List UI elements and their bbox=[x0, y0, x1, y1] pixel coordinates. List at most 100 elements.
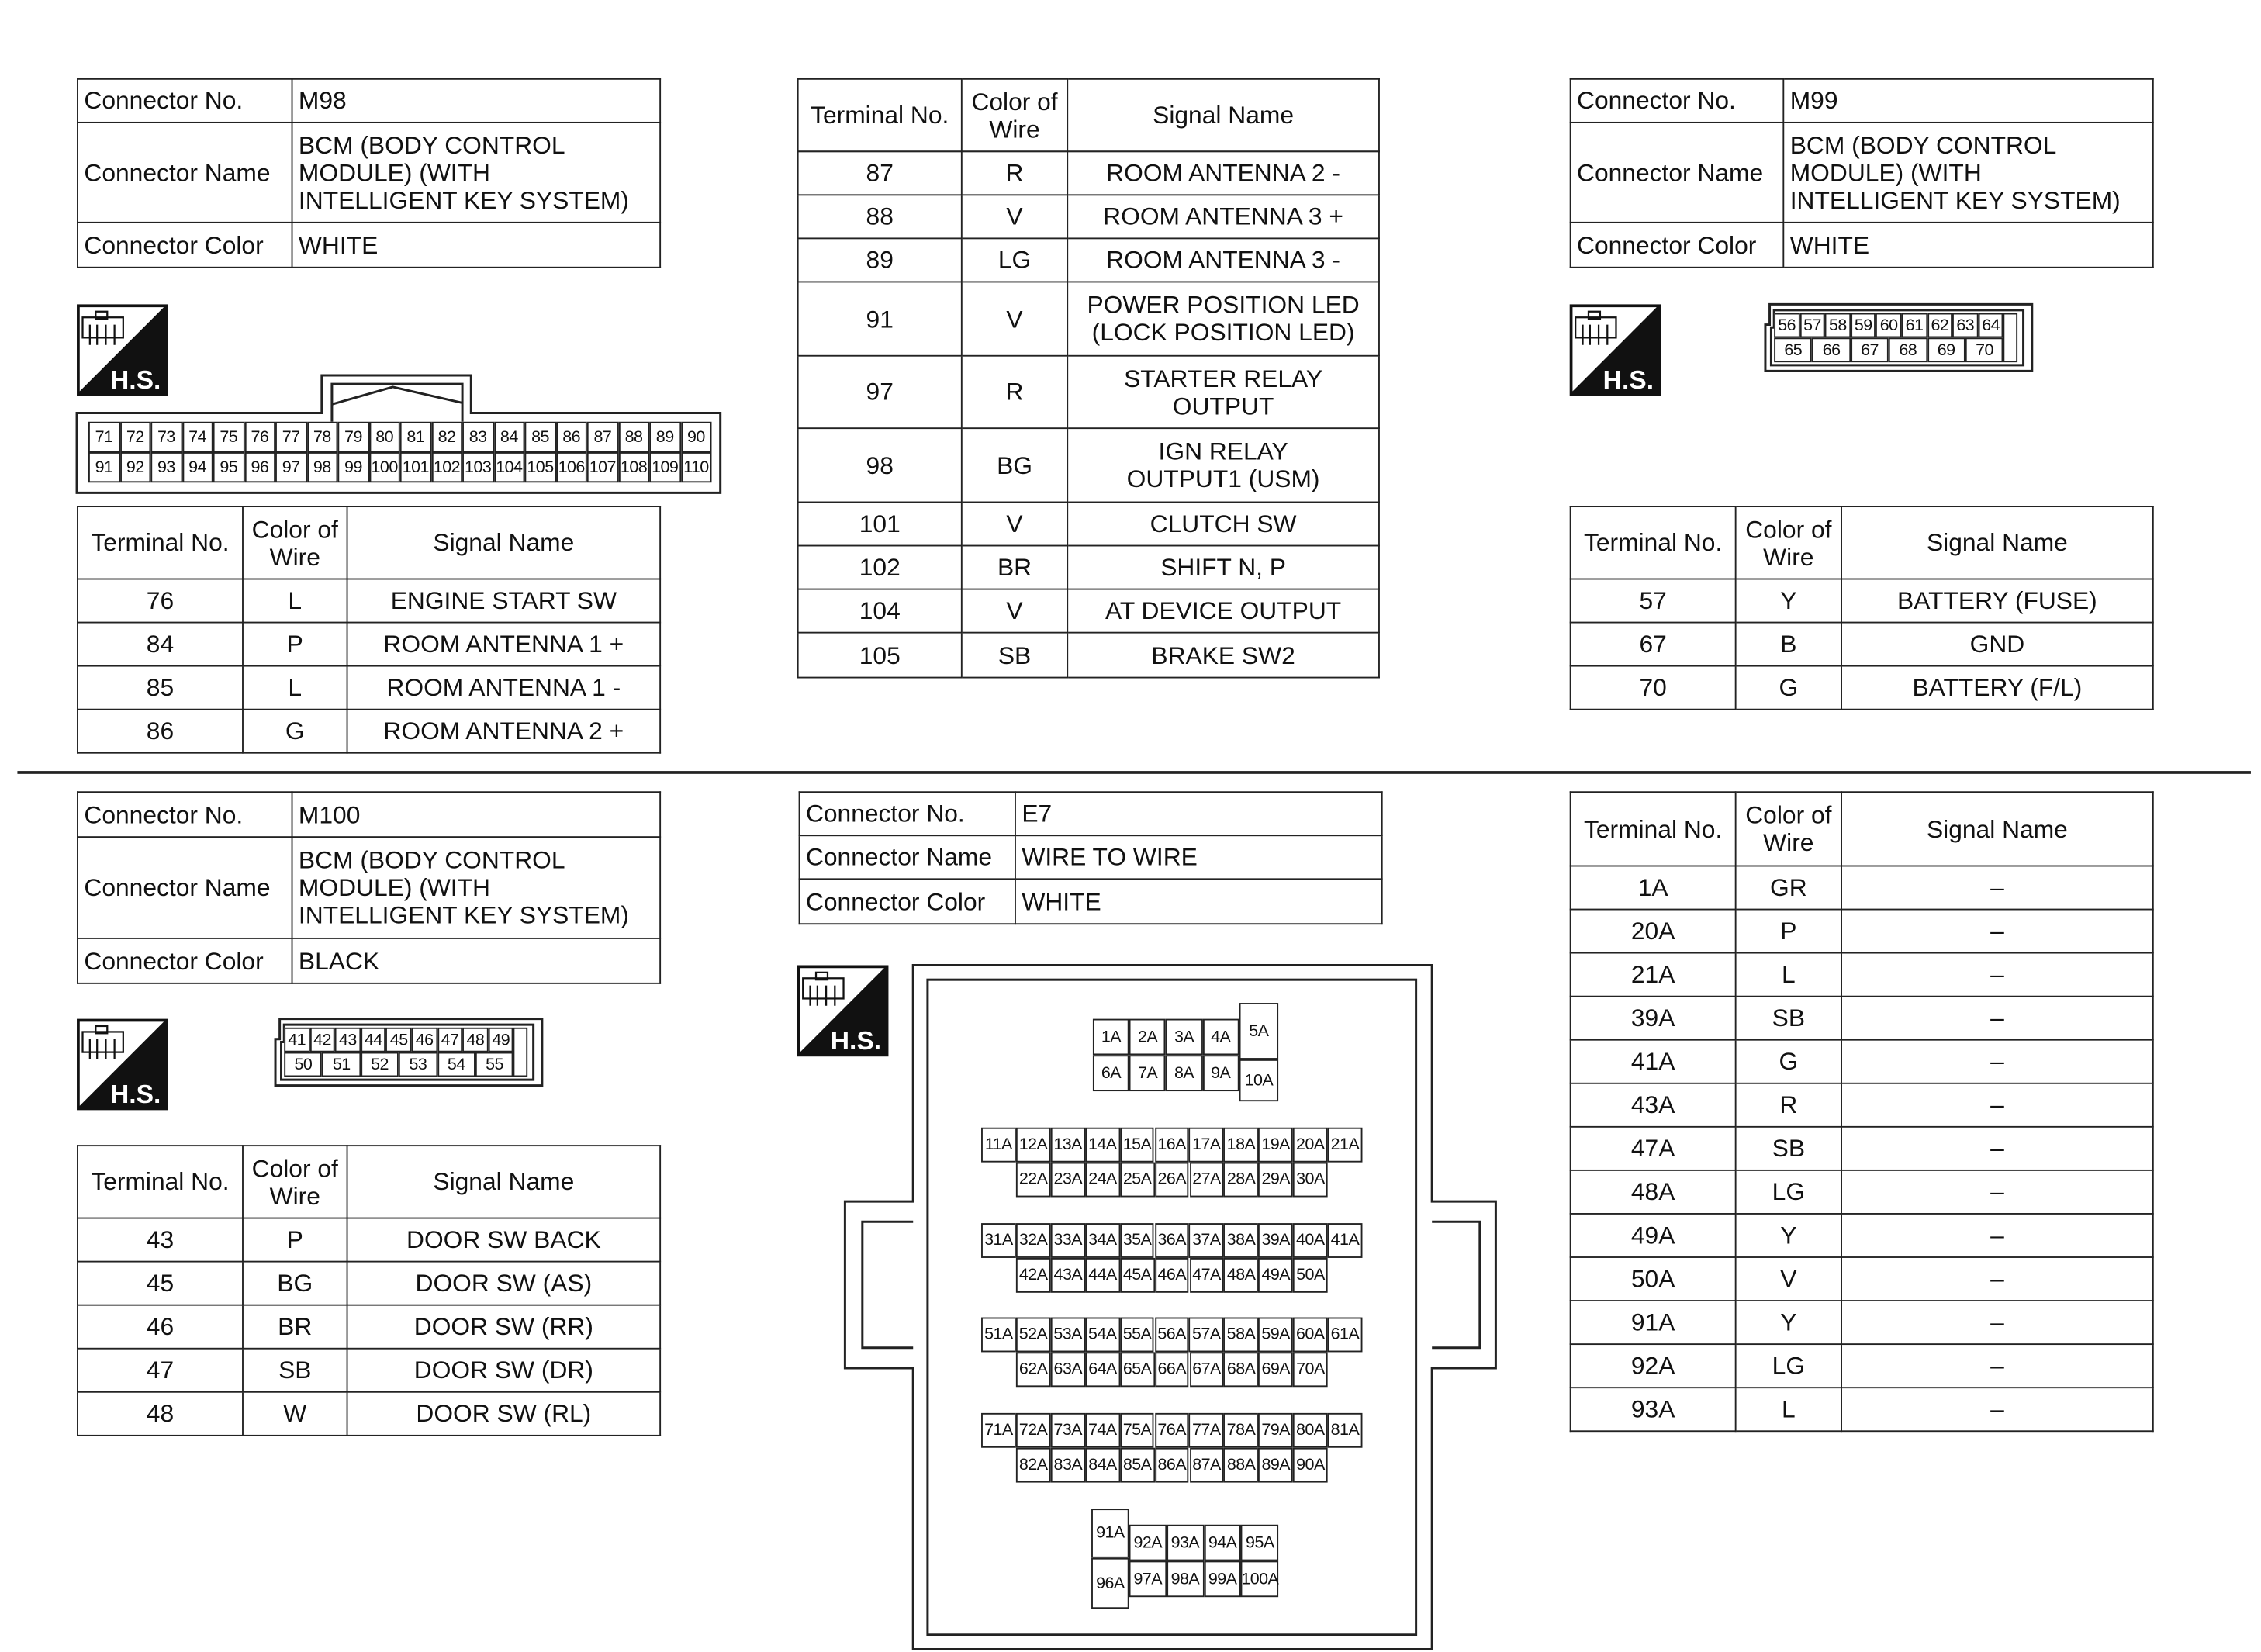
hs-triangle bbox=[1572, 307, 1657, 392]
terminal-pin: 28A bbox=[1223, 1162, 1259, 1198]
terminal-pin: 64A bbox=[1085, 1352, 1120, 1388]
signal-name: GND bbox=[1841, 621, 2154, 667]
terminal-pin: 55 bbox=[475, 1052, 514, 1077]
info-row: Connector Color BLACK bbox=[77, 937, 662, 984]
terminal-no: 84 bbox=[77, 621, 244, 667]
terminal-pin: 75A bbox=[1119, 1412, 1155, 1448]
signal-name: DOOR SW (AS) bbox=[346, 1260, 662, 1306]
info-label: Connector No. bbox=[798, 791, 1016, 837]
table-row: 91A Y – bbox=[1569, 1300, 2154, 1346]
terminal-pin: 44 bbox=[360, 1027, 386, 1052]
glyph-wires bbox=[1582, 324, 1609, 345]
terminal-no: 89 bbox=[797, 237, 963, 283]
glyph-latch bbox=[95, 1025, 109, 1035]
table-row: 50A V – bbox=[1569, 1256, 2154, 1302]
signal-name: – bbox=[1841, 865, 2154, 911]
header-signal-name: Signal Name bbox=[346, 1145, 662, 1219]
terminal-pin: 77A bbox=[1188, 1412, 1224, 1448]
terminal-pin: 47A bbox=[1189, 1257, 1224, 1293]
wire-color: V bbox=[960, 588, 1069, 634]
m98-connector-lock bbox=[330, 382, 464, 422]
table-row: 98 BG IGN RELAY OUTPUT1 (USM) bbox=[797, 427, 1380, 503]
terminal-pin: 110 bbox=[680, 452, 712, 483]
terminal-pin: 74 bbox=[182, 421, 213, 453]
glyph-wires bbox=[88, 324, 116, 345]
info-label: Connector No. bbox=[77, 78, 293, 123]
info-label: Connector No. bbox=[1569, 78, 1785, 123]
terminal-pin: 105 bbox=[524, 452, 556, 483]
m99-terminal-table: Terminal No. Color of Wire Signal Name 57 Y B… bbox=[1569, 506, 2154, 710]
signal-name: ENGINE START SW bbox=[346, 578, 662, 624]
hs-label: H.S. bbox=[1603, 366, 1654, 395]
terminal-pin: 99 bbox=[337, 452, 369, 483]
terminal-pin: 62A bbox=[1015, 1352, 1051, 1388]
terminal-pin: 38A bbox=[1223, 1223, 1259, 1258]
terminal-pin: 36A bbox=[1154, 1223, 1189, 1258]
terminal-no: 92A bbox=[1569, 1343, 1737, 1389]
wire-color: L bbox=[242, 578, 348, 624]
signal-name: – bbox=[1841, 1125, 2154, 1171]
hs-label: H.S. bbox=[831, 1027, 881, 1056]
header-wire-color: Color of Wire bbox=[242, 506, 348, 580]
terminal-pin: 59A bbox=[1258, 1317, 1293, 1353]
terminal-pin: 5A bbox=[1239, 1003, 1279, 1059]
connector-glyph-icon bbox=[802, 971, 845, 1006]
table-row: 101 V CLUTCH SW bbox=[797, 501, 1380, 547]
terminal-pin: 7A bbox=[1129, 1055, 1167, 1092]
info-value: WHITE bbox=[1782, 221, 2154, 268]
m98-info-table: Connector No. M98 Connector Name BCM (BODY … bbox=[77, 78, 662, 268]
terminal-pin: 62 bbox=[1927, 313, 1953, 338]
terminal-pin: 95A bbox=[1241, 1524, 1279, 1561]
terminal-pin: 46 bbox=[411, 1027, 437, 1052]
wire-color: SB bbox=[1734, 1125, 1842, 1171]
header-signal-name: Signal Name bbox=[1841, 506, 2154, 580]
header-signal-name: Signal Name bbox=[1841, 791, 2154, 867]
terminal-pin: 102 bbox=[430, 452, 463, 483]
wire-color: P bbox=[1734, 908, 1842, 954]
table-row: 97 R STARTER RELAY OUTPUT bbox=[797, 354, 1380, 430]
terminal-no: 91 bbox=[797, 281, 963, 357]
terminal-pin: 42A bbox=[1015, 1257, 1051, 1293]
info-row: Connector Color WHITE bbox=[1569, 221, 2154, 268]
terminal-pin: 40A bbox=[1292, 1223, 1328, 1258]
info-row: Connector Color WHITE bbox=[77, 221, 662, 268]
terminal-pin: 67A bbox=[1189, 1352, 1224, 1388]
terminal-pin: 76A bbox=[1154, 1412, 1189, 1448]
terminal-pin: 51 bbox=[322, 1052, 361, 1077]
terminal-pin: 80 bbox=[368, 421, 400, 453]
terminal-pin: 22A bbox=[1015, 1162, 1051, 1198]
wire-color: SB bbox=[1734, 995, 1842, 1041]
terminal-pin: 94 bbox=[182, 452, 213, 483]
terminal-pin: 54 bbox=[437, 1052, 475, 1077]
table-header: Terminal No. Color of Wire Signal Name bbox=[1569, 506, 2154, 580]
terminal-no: 39A bbox=[1569, 995, 1737, 1041]
terminal-no: 97 bbox=[797, 354, 963, 430]
terminal-pin: 103 bbox=[462, 452, 494, 483]
harness-side-icon: H.S. bbox=[77, 1018, 168, 1111]
terminal-pin: 68A bbox=[1223, 1352, 1259, 1388]
terminal-no: 1A bbox=[1569, 865, 1737, 911]
terminal-pin: 91 bbox=[88, 452, 120, 483]
terminal-pin: 61 bbox=[1901, 313, 1927, 338]
connector-glyph-icon bbox=[81, 310, 124, 345]
info-row: Connector Name WIRE TO WIRE bbox=[798, 835, 1383, 880]
terminal-pin: 1A bbox=[1092, 1018, 1129, 1056]
e7-info-table: Connector No. E7 Connector Name WIRE TO WIR… bbox=[798, 791, 1383, 925]
terminal-pin: 72A bbox=[1015, 1412, 1051, 1448]
terminal-pin: 17A bbox=[1188, 1127, 1224, 1163]
table-row: 92A LG – bbox=[1569, 1343, 2154, 1389]
terminal-pin: 26A bbox=[1154, 1162, 1190, 1198]
terminal-pin: 73A bbox=[1050, 1412, 1085, 1448]
terminal-pin bbox=[2003, 313, 2018, 363]
terminal-pin: 109 bbox=[649, 452, 681, 483]
terminal-pin: 82A bbox=[1015, 1447, 1051, 1483]
wire-color: L bbox=[242, 665, 348, 710]
table-row: 43 P DOOR SW BACK bbox=[77, 1217, 662, 1263]
info-value: M98 bbox=[291, 78, 662, 123]
terminal-no: 46 bbox=[77, 1304, 244, 1350]
terminal-pin: 86 bbox=[555, 421, 587, 453]
terminal-no: 43 bbox=[77, 1217, 244, 1263]
terminal-pin: 68 bbox=[1889, 337, 1927, 363]
wire-color: V bbox=[960, 501, 1069, 547]
